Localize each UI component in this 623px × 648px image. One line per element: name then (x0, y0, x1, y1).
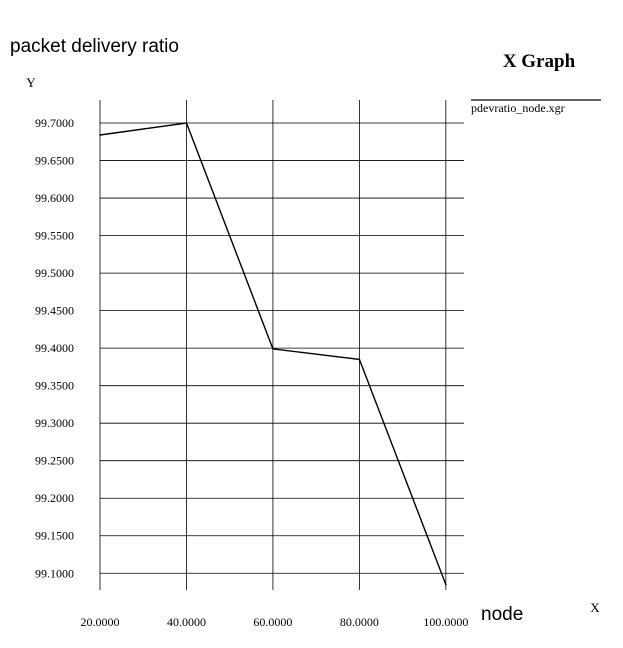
y-tick-label: 99.1500 (35, 529, 74, 543)
y-tick-label: 99.2500 (35, 454, 74, 468)
data-point (358, 358, 361, 361)
y-axis-label: Y (26, 75, 36, 90)
x-tick-label: 60.0000 (253, 615, 292, 629)
y-tick-label: 99.5000 (35, 266, 74, 280)
x-axis-label: X (590, 600, 600, 615)
series-layer (99, 122, 447, 586)
legend: pdevratio_node.xgr (471, 99, 601, 115)
y-tick-label: 99.2000 (35, 491, 74, 505)
grid-lines (99, 100, 464, 590)
y-tick-label: 99.3500 (35, 379, 74, 393)
legend-series-name: pdevratio_node.xgr (471, 101, 565, 115)
x-axis-caption: node (481, 604, 524, 625)
y-tick-label: 99.4000 (35, 341, 74, 355)
y-tick-label: 99.3000 (35, 416, 74, 430)
y-tick-label: 99.5500 (35, 229, 74, 243)
data-point (185, 122, 188, 124)
data-point (272, 348, 274, 350)
y-tick-label: 99.6500 (35, 154, 74, 168)
chart-title: X Graph (503, 51, 576, 72)
y-tick-label: 99.7000 (35, 116, 74, 130)
x-tick-label: 80.0000 (340, 615, 379, 629)
data-point (99, 134, 101, 136)
y-tick-label: 99.6000 (35, 191, 74, 205)
x-tick-label: 40.0000 (167, 615, 206, 629)
tick-labels: 99.1000 99.1500 99.2000 99.2500 99.3000 99.35… (35, 116, 468, 629)
data-point (445, 583, 447, 586)
y-tick-label: 99.4500 (35, 304, 74, 318)
x-tick-label: 20.0000 (81, 615, 120, 629)
y-axis-caption: packet delivery ratio (10, 36, 179, 57)
x-tick-label: 100.0000 (423, 615, 468, 629)
y-tick-label: 99.1000 (35, 566, 74, 580)
